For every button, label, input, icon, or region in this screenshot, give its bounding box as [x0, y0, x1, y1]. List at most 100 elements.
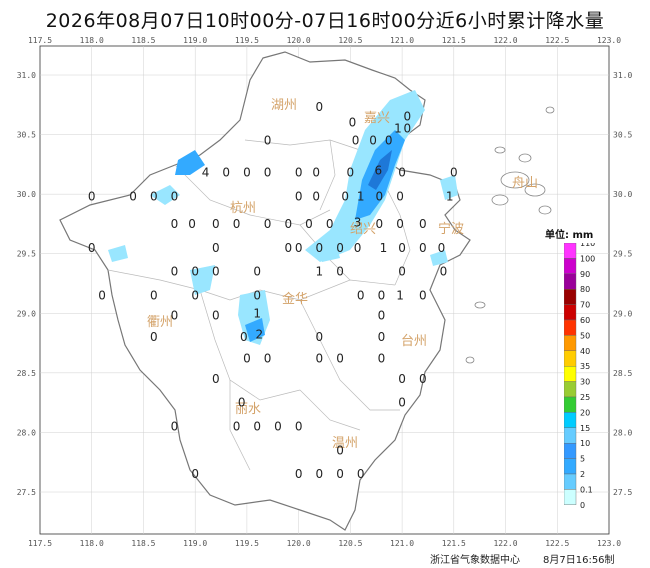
lon-tick-label: 118.5: [131, 36, 155, 45]
station-value: 0: [98, 288, 106, 302]
legend-swatch: [564, 365, 577, 382]
lat-tick-label: 29.5: [613, 250, 632, 259]
station-value: 0: [352, 134, 360, 148]
station-value: 1: [357, 190, 365, 204]
legend-swatch: [564, 412, 577, 428]
station-value: 0: [129, 190, 137, 204]
station-value: 0: [396, 190, 404, 204]
lon-tick-label: 117.5: [28, 36, 52, 45]
station-value: 0: [88, 241, 96, 255]
station-value: 0: [253, 419, 261, 433]
station-value: 0: [349, 116, 357, 130]
precipitation-shading: [108, 90, 458, 345]
station-value: 0: [336, 265, 344, 279]
legend-level-label: 25: [580, 393, 590, 402]
legend-level-label: 2: [580, 470, 585, 479]
station-value: 0: [398, 372, 406, 386]
station-value: 0: [295, 190, 303, 204]
station-value: 0: [378, 330, 386, 344]
legend-title: 单位: mm: [545, 230, 594, 241]
station-value: 0: [253, 265, 261, 279]
station-value: 0: [316, 100, 324, 114]
station-value: 0: [171, 419, 179, 433]
legend-level-label: 35: [580, 362, 590, 371]
station-value: 1: [394, 122, 402, 136]
station-value: 0: [316, 241, 324, 255]
station-value: 0: [238, 396, 246, 410]
legend-level-label: 50: [580, 331, 590, 340]
legend-swatch: [564, 458, 577, 475]
lon-tick-label: 121.0: [390, 36, 414, 45]
lat-tick-label: 27.5: [17, 488, 36, 497]
legend-level-label: 5: [580, 455, 585, 464]
latitude-labels-right: 31.0 30.5 30.0 29.5 29.0 28.5 28.0 27.5: [613, 71, 632, 497]
station-value: 0: [233, 419, 241, 433]
legend-level-label: 70: [580, 301, 590, 310]
station-value: 0: [171, 190, 179, 204]
station-value: 0: [295, 166, 303, 180]
station-value: 0: [150, 190, 158, 204]
legend-swatch: [564, 319, 577, 336]
footer-timestamp: 8月7日16:56制: [543, 555, 615, 566]
station-value: 0: [295, 419, 303, 433]
city-label: 杭州: [230, 201, 256, 216]
legend-swatch: [564, 243, 577, 259]
station-value: 0: [222, 166, 230, 180]
station-value: 0: [295, 241, 303, 255]
station-value: 0: [398, 166, 406, 180]
latitude-labels-left: 31.0 30.5 30.0 29.5 29.0 28.5 28.0 27.5: [17, 71, 36, 497]
legend-swatch: [564, 258, 577, 274]
station-value: 0: [450, 166, 458, 180]
map-title: 2026年08月07日10时00分-07日16时00分近6小时累计降水量: [45, 10, 605, 32]
station-value: 0: [233, 217, 241, 231]
station-value: 1: [380, 241, 388, 255]
station-value: 0: [191, 467, 199, 481]
legend-swatch: [564, 350, 577, 367]
lon-tick-label: 119.5: [235, 36, 259, 45]
legend-level-label: 15: [580, 424, 590, 433]
legend-swatch: [564, 427, 577, 444]
station-value: 0: [326, 217, 334, 231]
station-value: 0: [212, 217, 220, 231]
lat-tick-label: 30.5: [17, 131, 36, 140]
station-value: 0: [150, 288, 158, 302]
station-value: 0: [398, 265, 406, 279]
station-value: 0: [188, 217, 196, 231]
city-label: 绍兴: [350, 222, 376, 237]
city-label: 舟山: [512, 176, 538, 191]
lat-tick-label: 29.0: [613, 309, 632, 318]
legend-swatch: [564, 381, 577, 398]
station-value: 0: [385, 134, 393, 148]
legend-swatch: [564, 304, 577, 321]
station-value: 0: [398, 396, 406, 410]
station-value: 0: [357, 288, 365, 302]
lon-tick-label: 122.0: [493, 36, 517, 45]
station-value: 0: [243, 352, 251, 366]
station-value: 0: [376, 217, 384, 231]
city-labels: 湖州 嘉兴 舟山 杭州 绍兴 宁波 金华 衢州 台州 丽水 温州: [147, 98, 538, 451]
lon-tick-label: 122.5: [545, 36, 569, 45]
station-value: 0: [419, 288, 427, 302]
station-value: 0: [316, 352, 324, 366]
station-value: 2: [256, 328, 264, 342]
lat-tick-label: 31.0: [613, 71, 632, 80]
lon-tick-label: 120.0: [287, 36, 311, 45]
legend-level-label: 0: [580, 501, 585, 510]
city-label: 金华: [282, 291, 308, 307]
city-label: 衢州: [147, 315, 173, 330]
legend-swatch: [564, 396, 577, 413]
station-value: 0: [171, 309, 179, 323]
islands: [465, 106, 555, 364]
lon-tick-label: 119.5: [235, 539, 259, 548]
station-value: 0: [398, 241, 406, 255]
city-label: 丽水: [235, 402, 261, 417]
lon-tick-label: 121.5: [442, 539, 466, 548]
lat-tick-label: 28.5: [17, 369, 36, 378]
station-value: 0: [191, 265, 199, 279]
station-value: 0: [316, 467, 324, 481]
station-value: 0: [312, 166, 320, 180]
lon-tick-label: 118.0: [80, 36, 104, 45]
station-value: 0: [264, 217, 272, 231]
lon-tick-label: 117.5: [28, 539, 52, 548]
